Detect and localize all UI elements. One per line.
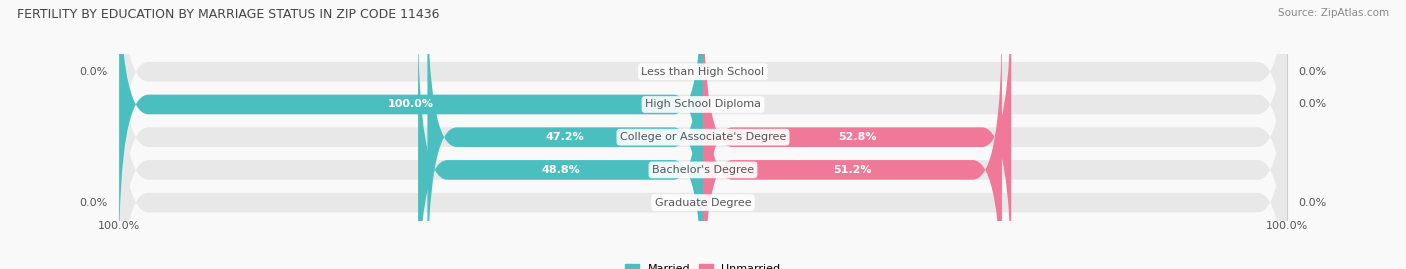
FancyBboxPatch shape (120, 0, 1286, 258)
Text: 0.0%: 0.0% (1299, 100, 1327, 109)
FancyBboxPatch shape (703, 0, 1011, 269)
FancyBboxPatch shape (120, 0, 1286, 225)
Legend: Married, Unmarried: Married, Unmarried (621, 259, 785, 269)
FancyBboxPatch shape (427, 0, 703, 269)
Text: 0.0%: 0.0% (79, 67, 107, 77)
Text: 0.0%: 0.0% (79, 198, 107, 208)
Text: 0.0%: 0.0% (1299, 67, 1327, 77)
Text: 100.0%: 100.0% (1265, 221, 1308, 231)
FancyBboxPatch shape (120, 0, 703, 258)
FancyBboxPatch shape (120, 0, 1286, 269)
Text: 48.8%: 48.8% (541, 165, 579, 175)
Text: 100.0%: 100.0% (388, 100, 434, 109)
Text: Bachelor's Degree: Bachelor's Degree (652, 165, 754, 175)
FancyBboxPatch shape (418, 16, 703, 269)
Text: 51.2%: 51.2% (834, 165, 872, 175)
Text: 52.8%: 52.8% (838, 132, 876, 142)
Text: Source: ZipAtlas.com: Source: ZipAtlas.com (1278, 8, 1389, 18)
Text: FERTILITY BY EDUCATION BY MARRIAGE STATUS IN ZIP CODE 11436: FERTILITY BY EDUCATION BY MARRIAGE STATU… (17, 8, 439, 21)
Text: High School Diploma: High School Diploma (645, 100, 761, 109)
Text: Less than High School: Less than High School (641, 67, 765, 77)
Text: College or Associate's Degree: College or Associate's Degree (620, 132, 786, 142)
Text: Graduate Degree: Graduate Degree (655, 198, 751, 208)
Text: 47.2%: 47.2% (546, 132, 585, 142)
FancyBboxPatch shape (120, 16, 1286, 269)
Text: 0.0%: 0.0% (1299, 198, 1327, 208)
FancyBboxPatch shape (703, 16, 1002, 269)
Text: 100.0%: 100.0% (98, 221, 141, 231)
FancyBboxPatch shape (120, 49, 1286, 269)
